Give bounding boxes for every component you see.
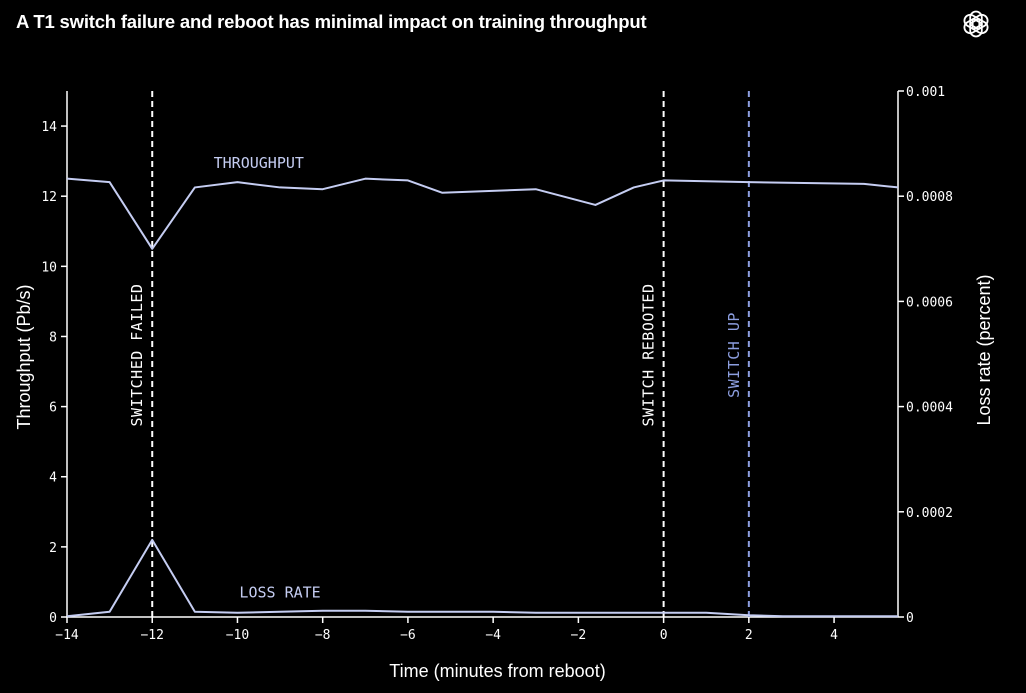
x-tick-label: 0 (660, 628, 668, 643)
x-axis-label: Time (minutes from reboot) (389, 661, 605, 681)
openai-logo-icon (963, 10, 989, 38)
y-left-tick-label: 0 (49, 611, 57, 626)
y-left-tick-label: 6 (49, 401, 57, 416)
y-left-tick-label: 4 (49, 471, 57, 486)
y-axis-left-label: Throughput (Pb/s) (14, 284, 34, 429)
throughput-line (66, 177, 899, 250)
x-tick-label: 2 (745, 628, 753, 643)
x-tick-label: −8 (315, 628, 331, 643)
x-tick-label: 4 (830, 628, 838, 643)
x-tick-label: −2 (571, 628, 587, 643)
x-tick-label: −4 (485, 628, 501, 643)
x-tick-label: −12 (140, 628, 163, 643)
x-tick-label: −6 (400, 628, 416, 643)
y-left-tick-label: 2 (49, 541, 57, 556)
chart-title: A T1 switch failure and reboot has minim… (16, 11, 647, 32)
y-left-tick-label: 8 (49, 330, 57, 345)
annotation-label: SWITCH REBOOTED (640, 284, 658, 427)
y-right-tick-label: 0.0004 (906, 401, 953, 416)
throughput-series-label: THROUGHPUT (214, 154, 304, 172)
y-left-tick-label: 14 (41, 120, 57, 135)
x-tick-label: −14 (55, 628, 79, 643)
loss-rate-line (66, 538, 898, 618)
y-right-tick-label: 0.0006 (906, 295, 953, 310)
annotation-label: SWITCHED FAILED (128, 284, 146, 427)
annotation-label: SWITCH UP (725, 312, 743, 398)
y-left-tick-label: 12 (41, 190, 57, 205)
y-right-tick-label: 0.001 (906, 85, 945, 100)
y-axis-right-label: Loss rate (percent) (974, 274, 994, 425)
y-right-tick-label: 0.0008 (906, 190, 953, 205)
y-right-tick-label: 0 (906, 611, 914, 626)
x-tick-label: −10 (226, 628, 249, 643)
loss-rate-series-label: LOSS RATE (239, 584, 320, 602)
y-left-tick-label: 10 (41, 260, 57, 275)
y-right-tick-label: 0.0002 (906, 506, 953, 521)
